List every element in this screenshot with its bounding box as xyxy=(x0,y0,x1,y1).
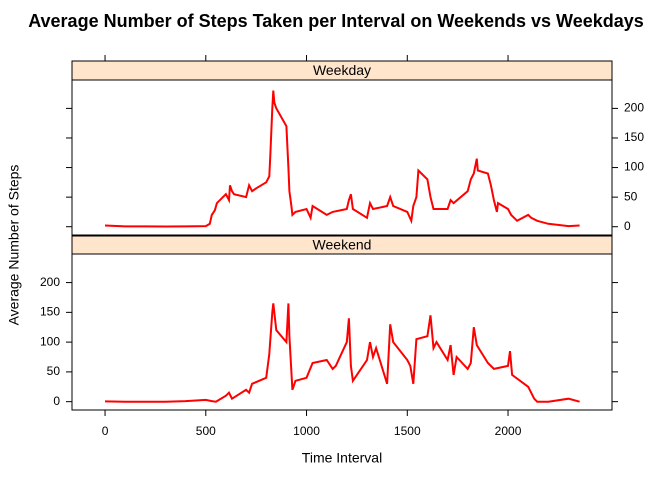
y-tick-label: 0 xyxy=(53,394,60,408)
data-line xyxy=(104,90,580,228)
x-tick-label: 1500 xyxy=(394,424,421,438)
y-axis-label: Average Number of Steps xyxy=(6,165,22,326)
panel-border xyxy=(71,79,613,236)
panel-border xyxy=(71,253,613,411)
y-tick-label: 100 xyxy=(40,334,60,348)
y-tick-label: 200 xyxy=(624,101,644,115)
y-tick-label: 200 xyxy=(40,275,60,289)
y-tick-label: 150 xyxy=(624,130,644,144)
chart-title: Average Number of Steps Taken per Interv… xyxy=(28,11,644,31)
y-tick-label: 100 xyxy=(624,160,644,174)
x-tick-label: 500 xyxy=(196,424,216,438)
data-line xyxy=(104,303,580,403)
y-tick-label: 150 xyxy=(40,305,60,319)
x-tick-label: 0 xyxy=(102,424,109,438)
x-axis-label: Time Interval xyxy=(302,450,382,466)
strip-label: Weekday xyxy=(313,62,371,78)
y-tick-label: 50 xyxy=(47,364,61,378)
y-tick-label: 50 xyxy=(624,189,638,203)
x-tick-label: 2000 xyxy=(495,424,522,438)
strip-label: Weekend xyxy=(313,237,372,253)
x-tick-label: 1000 xyxy=(293,424,320,438)
y-tick-label: 0 xyxy=(624,219,631,233)
